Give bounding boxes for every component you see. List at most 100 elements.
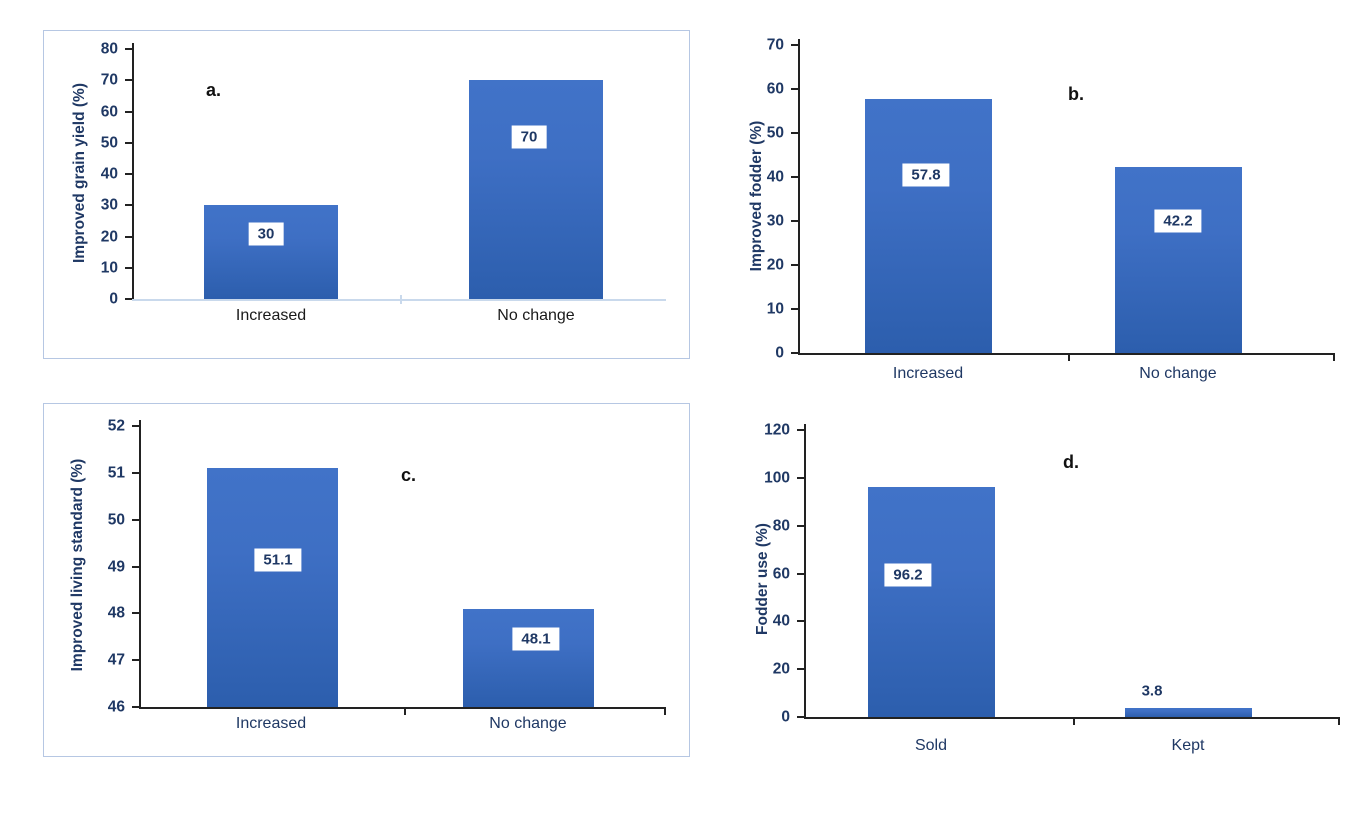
category-label-sold: Sold	[914, 737, 948, 754]
category-label-increased: Increased	[235, 715, 307, 732]
value-label-increased: 57.8	[902, 163, 950, 187]
x-axis-line	[804, 717, 1340, 719]
chart-panel-a: Improved grain yield (%) 0 10 20 30 40 50 60 70 8…	[43, 30, 690, 359]
y-tick-mark	[132, 471, 139, 474]
y-tick-mark	[125, 173, 132, 175]
y-tick-label: 20	[766, 256, 784, 274]
y-tick-label: 20	[772, 660, 790, 678]
y-tick-label: 52	[107, 417, 125, 435]
y-tick-mark	[125, 235, 132, 238]
y-tick-mark	[791, 308, 798, 310]
value-label-sold: 96.2	[884, 563, 932, 587]
caption-line-1: Appendix 9. Impacts of dual-purpose cowp…	[43, 821, 1358, 828]
panel-letter-d: d.	[1063, 452, 1079, 472]
y-tick-label: 120	[764, 421, 790, 439]
y-tick-label: 46	[107, 698, 125, 716]
y-tick-label: 100	[764, 469, 790, 487]
y-tick-mark	[125, 48, 132, 50]
x-tick-mark	[1068, 355, 1070, 361]
value-label-no-change: 70	[511, 125, 547, 149]
y-tick-mark	[125, 204, 132, 207]
y-tick-label: 48	[107, 604, 125, 622]
value-label-increased: 30	[248, 222, 284, 246]
value-label-no-change: 42.2	[1154, 209, 1202, 233]
y-tick-label: 10	[100, 259, 118, 276]
y-tick-label: 47	[107, 651, 125, 669]
y-axis-line	[139, 420, 141, 709]
y-axis-line	[798, 39, 800, 355]
category-label-no-change: No change	[489, 715, 567, 732]
y-tick-label: 0	[775, 344, 784, 362]
x-axis-line	[798, 353, 1335, 355]
y-tick-label: 80	[100, 40, 118, 58]
y-tick-mark	[797, 476, 804, 479]
y-tick-mark	[132, 518, 139, 521]
y-tick-mark	[132, 425, 139, 427]
y-tick-mark	[791, 176, 798, 178]
y-tick-mark	[791, 220, 798, 222]
y-tick-label: 40	[100, 165, 118, 183]
y-tick-mark	[125, 79, 132, 82]
value-label-increased: 51.1	[254, 548, 302, 572]
y-tick-label: 40	[766, 168, 784, 186]
y-tick-label: 80	[772, 516, 790, 534]
value-label-kept: 3.8	[1141, 682, 1163, 700]
bar-no-change	[469, 80, 603, 299]
y-tick-label: 40	[772, 612, 790, 630]
y-tick-label: 60	[100, 102, 118, 120]
bar-no-change	[1115, 167, 1242, 353]
y-tick-mark	[797, 429, 804, 431]
bar-sold	[868, 486, 995, 717]
y-tick-label: 0	[781, 708, 790, 726]
y-tick-label: 50	[100, 134, 118, 151]
y-tick-label: 49	[107, 557, 125, 575]
y-tick-mark	[797, 620, 804, 623]
x-axis-line	[132, 299, 666, 301]
y-tick-label: 70	[766, 36, 784, 54]
y-tick-mark	[797, 716, 804, 718]
y-axis-line	[132, 43, 134, 301]
y-tick-mark	[797, 668, 804, 671]
bar-increased	[207, 468, 338, 707]
y-tick-mark	[132, 565, 139, 568]
y-tick-mark	[797, 524, 804, 527]
category-label-no-change: No change	[497, 307, 575, 324]
y-tick-label: 60	[772, 564, 790, 582]
x-tick-mark	[400, 295, 402, 304]
bar-kept	[1125, 707, 1252, 717]
category-label-no-change: No change	[1139, 365, 1217, 382]
chart-panel-c: Improved living standard (%) 46 47 48 49 50 51…	[43, 403, 690, 757]
category-label-kept: Kept	[1171, 737, 1205, 754]
y-tick-label: 0	[109, 290, 118, 308]
y-tick-label: 60	[766, 80, 784, 98]
y-tick-label: 30	[766, 212, 784, 230]
value-label-no-change: 48.1	[512, 627, 560, 651]
x-tick-mark	[664, 709, 666, 715]
x-tick-mark	[404, 709, 406, 715]
y-tick-mark	[125, 110, 132, 113]
y-tick-mark	[791, 264, 798, 266]
y-tick-label: 20	[100, 227, 118, 245]
y-tick-label: 50	[766, 124, 784, 142]
bar-no-change	[463, 608, 594, 707]
y-tick-mark	[797, 572, 804, 575]
y-tick-mark	[125, 298, 132, 300]
y-axis-line	[804, 424, 806, 719]
y-tick-mark	[132, 706, 139, 708]
bar-increased	[204, 205, 338, 299]
x-tick-mark	[1333, 355, 1335, 361]
y-tick-mark	[132, 612, 139, 615]
y-tick-mark	[791, 352, 798, 354]
panel-letter-b: b.	[1068, 84, 1084, 104]
y-tick-mark	[791, 132, 798, 134]
x-tick-mark	[1338, 719, 1340, 725]
y-tick-label: 10	[766, 300, 784, 318]
bar-increased	[865, 98, 992, 353]
y-tick-mark	[125, 266, 132, 269]
y-tick-label: 50	[107, 510, 125, 528]
chart-panel-b: Improved fodder (%) 0 10 20 30 40 50 60 70 57.8 In…	[735, 25, 1366, 403]
x-axis-line	[139, 707, 666, 709]
y-tick-label: 70	[100, 71, 118, 89]
y-tick-mark	[125, 141, 132, 144]
